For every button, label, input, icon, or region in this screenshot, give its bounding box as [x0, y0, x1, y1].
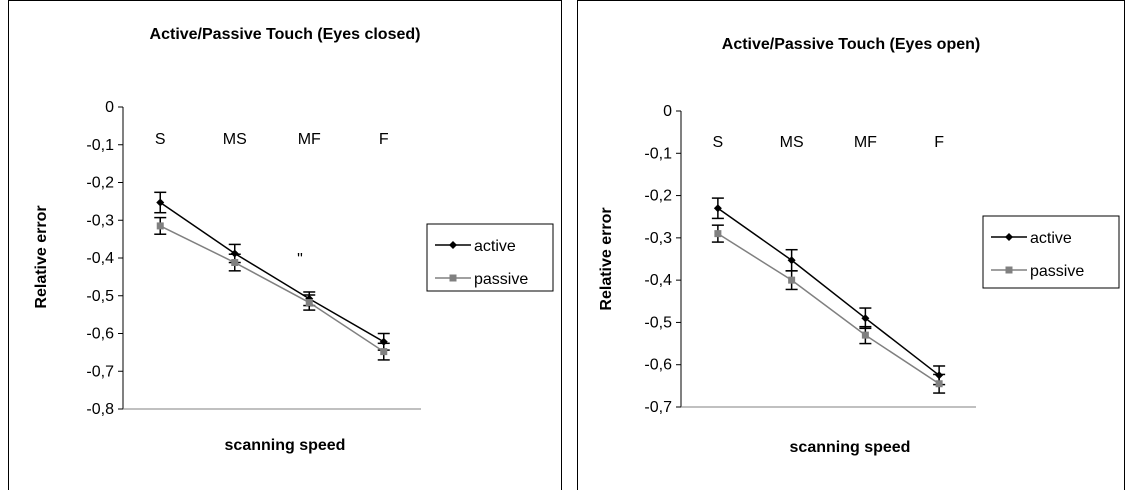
legend-label-active: active — [1030, 230, 1072, 247]
chart-svg-eyes-open: Active/Passive Touch (Eyes open) scannin… — [598, 36, 1120, 456]
y-axis-label: Relative error — [33, 205, 50, 308]
y-tick-label: -0,1 — [644, 145, 672, 162]
legend-marker-active — [449, 241, 457, 249]
y-tick-label: -0,2 — [644, 188, 672, 205]
data-point-passive — [305, 299, 313, 307]
data-point-passive — [156, 222, 164, 230]
chart-title: Active/Passive Touch (Eyes open) — [722, 36, 980, 53]
legend-marker-passive — [449, 274, 457, 282]
legend-label-passive: passive — [1030, 263, 1084, 280]
chart-svg-eyes-closed: Active/Passive Touch (Eyes closed) scann… — [33, 26, 554, 454]
y-tick-label: -0,3 — [644, 230, 672, 247]
y-tick-label: -0,2 — [86, 175, 114, 192]
y-tick-label: -0,8 — [86, 401, 114, 418]
y-tick-label: -0,1 — [86, 137, 114, 154]
legend-box — [982, 215, 1120, 289]
x-category-label: MS — [780, 134, 804, 151]
data-point-active — [787, 256, 796, 265]
data-point-passive — [231, 259, 239, 267]
y-tick-label: -0,7 — [644, 399, 672, 416]
y-tick-label: 0 — [663, 103, 672, 120]
data-point-passive — [714, 230, 722, 238]
x-category-label: F — [379, 131, 389, 148]
y-tick-label: -0,4 — [644, 272, 672, 289]
x-category-label: F — [934, 134, 944, 151]
data-point-passive — [788, 276, 796, 284]
y-tick-label: -0,3 — [86, 212, 114, 229]
series-line-active — [159, 201, 385, 343]
y-tick-label: -0,5 — [86, 288, 114, 305]
data-point-active — [230, 249, 239, 258]
x-axis-label: scanning speed — [225, 437, 346, 454]
y-tick-label: -0,6 — [644, 357, 672, 374]
data-point-active — [861, 314, 870, 323]
y-tick-label: -0,4 — [86, 250, 114, 267]
annotation-mark: " — [297, 251, 303, 268]
y-tick-label: -0,5 — [644, 314, 672, 331]
x-axis-label: scanning speed — [790, 439, 911, 456]
legend-label-active: active — [474, 238, 516, 255]
data-point-active — [713, 204, 722, 213]
y-tick-label: -0,7 — [86, 363, 114, 380]
legend-marker-passive — [1005, 266, 1013, 274]
series-line-active — [717, 207, 940, 376]
data-point-passive — [861, 331, 869, 339]
data-point-passive — [380, 348, 388, 356]
legend-marker-active — [1005, 233, 1013, 241]
data-point-passive — [935, 380, 943, 388]
y-tick-label: 0 — [105, 99, 114, 116]
x-category-label: S — [713, 134, 724, 151]
series-line-passive — [159, 225, 385, 353]
x-category-label: MF — [854, 134, 877, 151]
y-tick-label: -0,6 — [86, 326, 114, 343]
chart-title: Active/Passive Touch (Eyes closed) — [150, 26, 421, 43]
legend-label-passive: passive — [474, 271, 528, 288]
x-category-label: MS — [223, 131, 247, 148]
series-line-passive — [717, 232, 940, 385]
data-point-active — [156, 198, 165, 207]
x-category-label: S — [155, 131, 166, 148]
chart-panel-eyes-closed: Active/Passive Touch (Eyes closed) scann… — [8, 0, 562, 490]
legend-box — [426, 223, 554, 292]
chart-panel-eyes-open: Active/Passive Touch (Eyes open) scannin… — [577, 0, 1125, 490]
y-axis-label: Relative error — [598, 207, 615, 310]
x-category-label: MF — [298, 131, 321, 148]
